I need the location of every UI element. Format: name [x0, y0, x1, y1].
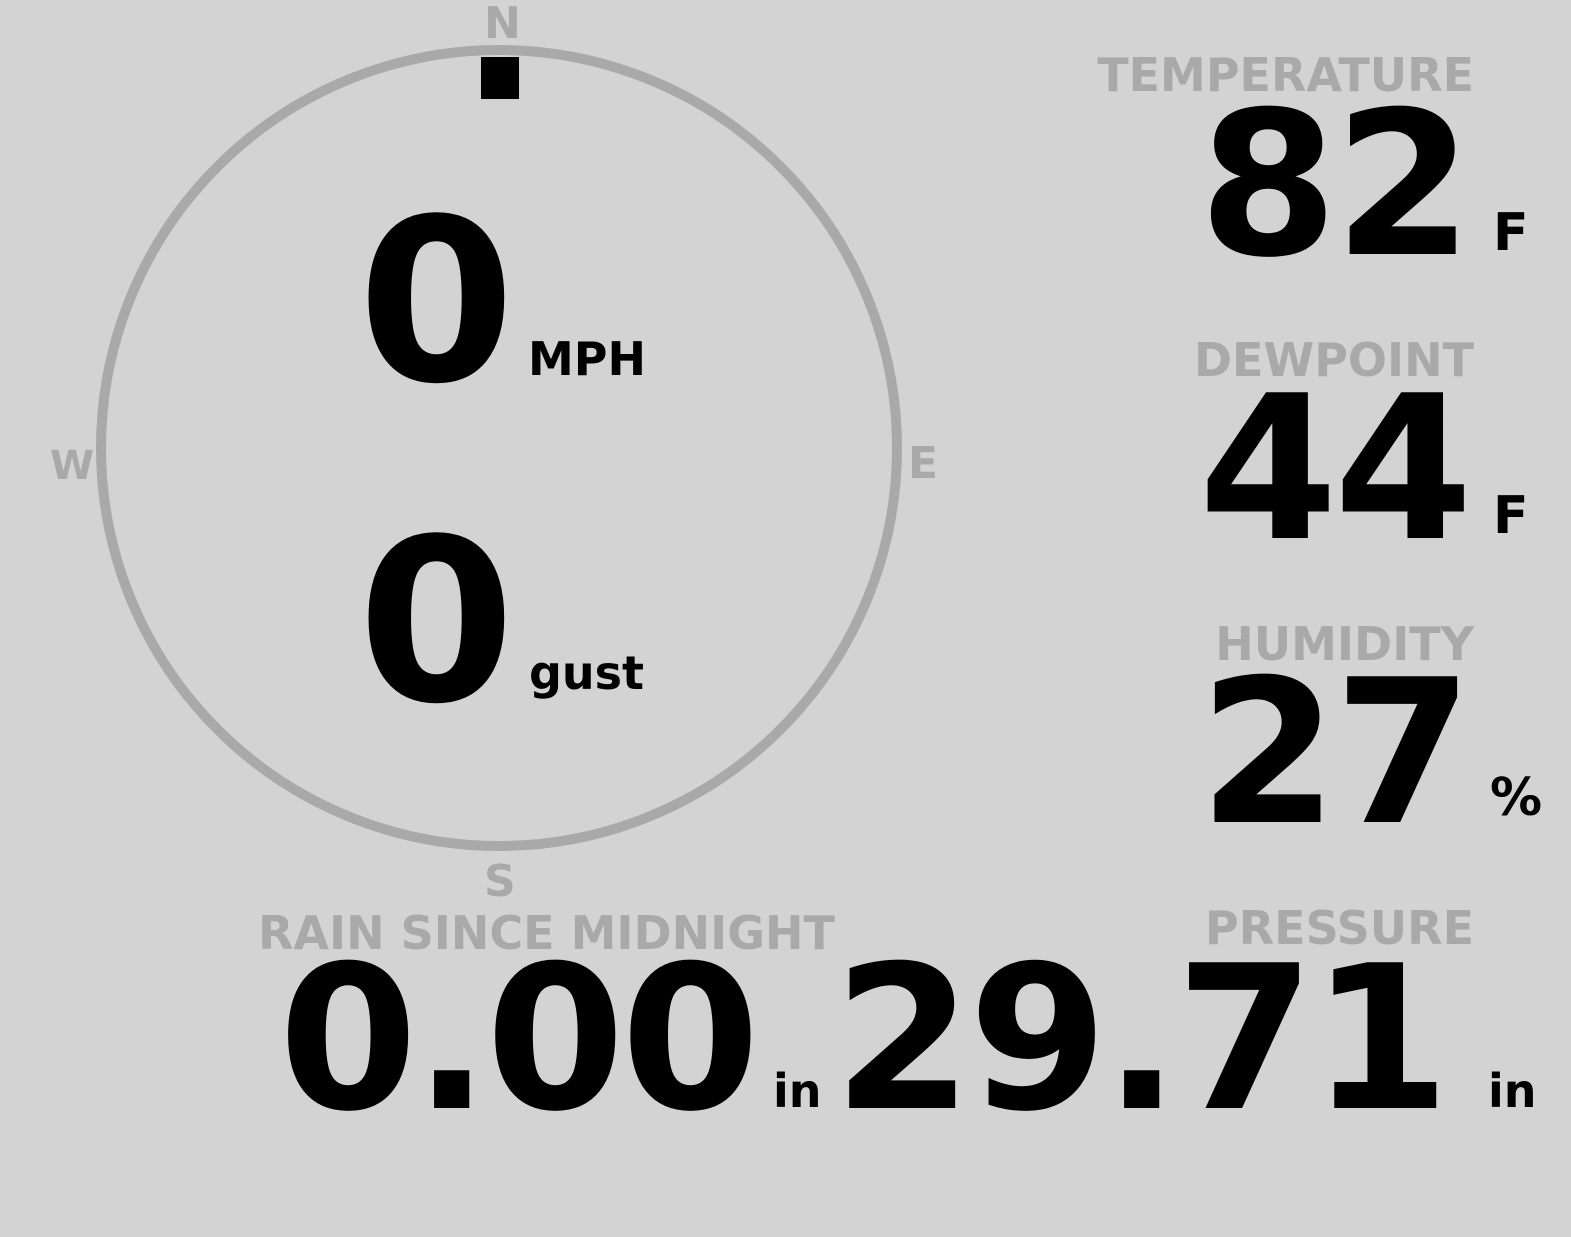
dewpoint-value: 44 — [1198, 353, 1473, 586]
wind-speed-value: 0 — [357, 171, 515, 434]
compass-east: E — [908, 438, 939, 489]
wind-direction-indicator — [481, 57, 519, 99]
humidity-value: 27 — [1198, 637, 1473, 870]
temperature-value: 82 — [1198, 69, 1473, 302]
temperature-label: TEMPERATURE — [1097, 48, 1474, 102]
dewpoint-label: DEWPOINT — [1193, 333, 1474, 387]
wind-speed-unit: MPH — [528, 332, 646, 386]
temperature-unit: F — [1493, 203, 1529, 263]
rain-value: 0.00 — [278, 923, 760, 1156]
compass-south: S — [484, 856, 516, 907]
humidity-unit: % — [1490, 768, 1543, 828]
compass-west: W — [50, 443, 95, 489]
compass-north: N — [484, 0, 521, 49]
compass-ring — [96, 45, 902, 851]
rain-unit: in — [773, 1064, 822, 1118]
humidity-label: HUMIDITY — [1215, 617, 1474, 671]
dewpoint-unit: F — [1493, 486, 1529, 546]
pressure-label: PRESSURE — [1205, 901, 1474, 955]
wind-compass — [96, 45, 902, 851]
pressure-unit: in — [1488, 1064, 1537, 1118]
wind-gust-value: 0 — [357, 491, 515, 754]
wind-gust-unit: gust — [529, 646, 645, 700]
pressure-value: 29.71 — [833, 923, 1450, 1156]
rain-label: RAIN SINCE MIDNIGHT — [258, 906, 835, 960]
